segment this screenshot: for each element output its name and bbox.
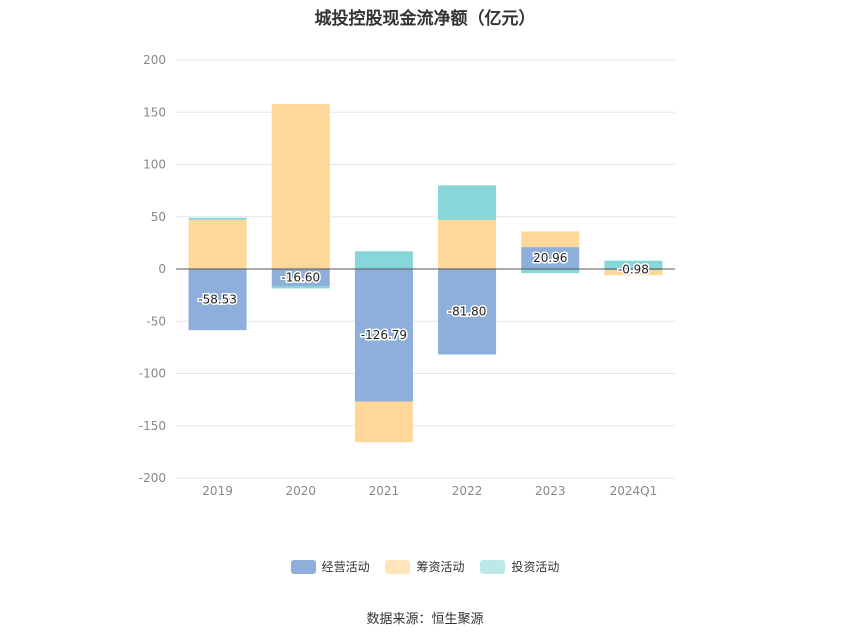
bar-investing xyxy=(521,269,580,274)
bar-financing xyxy=(188,219,247,269)
bar-operating xyxy=(521,247,580,269)
source-note: 数据来源：恒生聚源 xyxy=(366,612,484,627)
y-tick-label: 50 xyxy=(151,210,166,224)
x-tick-label: 2019 xyxy=(202,484,233,498)
x-tick-label: 2022 xyxy=(452,484,483,498)
legend-item-investing[interactable]: 投资活动 xyxy=(480,558,559,575)
y-tick-label: 200 xyxy=(143,53,166,67)
legend-swatch-investing xyxy=(480,559,506,574)
y-tick-label: 100 xyxy=(143,158,166,172)
legend-item-financing[interactable]: 筹资活动 xyxy=(385,558,465,575)
bar-operating xyxy=(271,269,330,287)
y-tick-label: 0 xyxy=(158,262,166,276)
y-tick-label: -200 xyxy=(139,471,166,485)
x-tick-label: 2021 xyxy=(369,484,400,498)
data-label: -58.53 xyxy=(198,293,237,307)
bar-financing xyxy=(438,219,497,269)
legend-swatch-operating xyxy=(290,559,316,574)
x-tick-label: 2024Q1 xyxy=(610,484,658,498)
data-label: -81.80 xyxy=(448,305,487,319)
bar-financing xyxy=(604,270,663,276)
bar-investing xyxy=(438,185,497,220)
bar-investing xyxy=(604,260,663,269)
y-tick-label: -50 xyxy=(146,314,166,328)
legend-label-investing: 投资活动 xyxy=(511,560,560,574)
data-label: -126.79 xyxy=(361,328,407,342)
bar-operating xyxy=(354,269,413,402)
bar-financing xyxy=(271,103,330,269)
bar-investing xyxy=(354,251,413,269)
y-tick-label: -150 xyxy=(139,419,166,433)
legend: 经营活动 筹资活动 投资活动 xyxy=(0,558,850,577)
legend-label-financing: 筹资活动 xyxy=(416,560,465,574)
legend-swatch-financing xyxy=(385,559,411,574)
chart-title: 城投控股现金流净额（亿元） xyxy=(314,9,536,29)
bar-financing xyxy=(521,231,580,248)
data-label: -16.60 xyxy=(281,271,320,285)
bar-financing xyxy=(354,401,413,443)
bar-investing xyxy=(271,286,330,289)
y-tick-label: 150 xyxy=(143,105,166,119)
bar-operating xyxy=(188,269,247,331)
legend-label-operating: 经营活动 xyxy=(321,560,370,574)
data-label: 20.96 xyxy=(533,251,567,265)
bar-operating xyxy=(604,269,663,271)
bar-investing xyxy=(188,217,247,220)
legend-item-operating[interactable]: 经营活动 xyxy=(290,558,370,575)
x-tick-label: 2023 xyxy=(535,484,566,498)
y-tick-label: -100 xyxy=(139,367,166,381)
data-label: -0.98 xyxy=(618,263,649,277)
bar-operating xyxy=(438,269,497,355)
x-tick-label: 2020 xyxy=(285,484,316,498)
